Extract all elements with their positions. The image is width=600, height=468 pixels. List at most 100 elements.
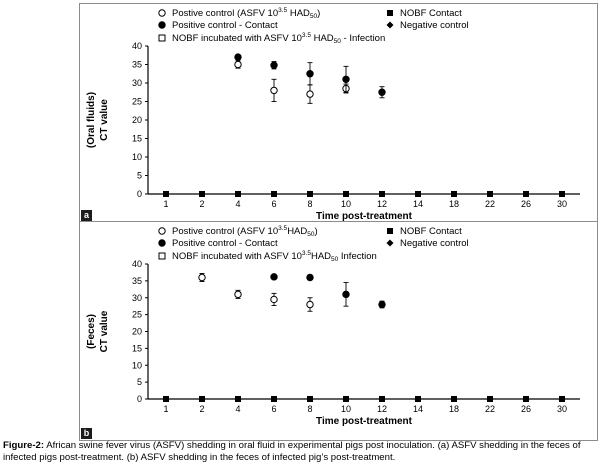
- legend-label: Positive control - Contact: [172, 20, 278, 31]
- legend-label: Negative control: [400, 238, 469, 249]
- x-axis-label: Time post-treatment: [316, 416, 413, 427]
- y-axis-label-line1: (Feces): [86, 314, 97, 349]
- x-tick-label: 26: [521, 404, 531, 414]
- y-tick-label: 5: [137, 377, 142, 387]
- y-tick-label: 25: [132, 97, 142, 107]
- x-tick-label: 30: [557, 404, 567, 414]
- legend-label: NOBF Contact: [400, 226, 462, 237]
- data-point: [523, 191, 529, 197]
- panel-label-a: a: [81, 210, 92, 221]
- data-point: [559, 396, 565, 402]
- x-tick-label: 4: [235, 199, 240, 209]
- x-tick-label: 14: [413, 199, 423, 209]
- figure-caption: Figure-2: African swine fever virus (ASF…: [3, 440, 597, 464]
- data-point: [306, 273, 314, 282]
- x-tick-label: 18: [449, 199, 459, 209]
- data-point: [199, 396, 205, 402]
- data-point: [270, 86, 278, 95]
- y-tick-label: 40: [132, 259, 142, 269]
- x-tick-label: 22: [485, 199, 495, 209]
- y-tick-label: 30: [132, 293, 142, 303]
- panel-label-b: b: [81, 428, 92, 439]
- x-tick-label: 10: [341, 404, 351, 414]
- data-point: [343, 396, 349, 402]
- legend-marker-diamond: [386, 239, 394, 247]
- x-tick-label: 26: [521, 199, 531, 209]
- data-point: [163, 396, 169, 402]
- x-tick-label: 12: [377, 404, 387, 414]
- y-tick-label: 35: [132, 60, 142, 70]
- data-point: [235, 191, 241, 197]
- data-point: [307, 396, 313, 402]
- legend-marker-open-square: [158, 252, 166, 260]
- data-point: [234, 290, 242, 299]
- y-tick-label: 0: [137, 189, 142, 199]
- data-point: [415, 396, 421, 402]
- data-point: [343, 191, 349, 197]
- x-tick-label: 18: [449, 404, 459, 414]
- data-point: [342, 290, 350, 299]
- y-tick-label: 0: [137, 394, 142, 404]
- data-point: [523, 396, 529, 402]
- x-tick-label: 2: [199, 199, 204, 209]
- y-tick-label: 40: [132, 41, 142, 51]
- data-point: [271, 191, 277, 197]
- y-axis-label-line2: CT value: [99, 310, 110, 352]
- data-point: [307, 191, 313, 197]
- data-point: [163, 191, 169, 197]
- data-point: [378, 88, 386, 96]
- y-tick-label: 20: [132, 115, 142, 125]
- chart-b-svg: Postive control (ASFV 103.5HAD50) NOBF Co…: [86, 225, 580, 427]
- y-tick-label: 35: [132, 276, 142, 286]
- legend-label: NOBF incubated with ASFV 103.5 HAD50 - I…: [172, 32, 385, 45]
- chart-panel-b: Postive control (ASFV 103.5HAD50) NOBF Co…: [79, 221, 598, 441]
- data-point: [559, 191, 565, 197]
- x-tick-label: 30: [557, 199, 567, 209]
- x-tick-label: 1: [163, 404, 168, 414]
- y-tick-label: 15: [132, 343, 142, 353]
- data-point: [270, 273, 278, 281]
- data-point: [234, 60, 242, 69]
- data-point: [487, 191, 493, 197]
- legend-marker-half-circle: [158, 21, 166, 29]
- x-tick-label: 6: [271, 199, 276, 209]
- data-point: [199, 191, 205, 197]
- caption-label: Figure-2:: [3, 440, 45, 451]
- data-point: [379, 191, 385, 197]
- chart-panel-a: Postive control (ASFV 103.5 HAD50) NOBF C…: [79, 3, 598, 223]
- x-tick-label: 14: [413, 404, 423, 414]
- data-point: [342, 75, 350, 84]
- y-tick-label: 20: [132, 327, 142, 337]
- x-tick-label: 2: [199, 404, 204, 414]
- y-tick-label: 5: [137, 171, 142, 181]
- data-point: [451, 396, 457, 402]
- data-point: [306, 70, 314, 78]
- x-tick-label: 8: [307, 199, 312, 209]
- x-tick-label: 12: [377, 199, 387, 209]
- legend-marker-open-square: [158, 34, 166, 42]
- data-point: [235, 396, 241, 402]
- legend-marker-open-circle: [158, 227, 166, 235]
- data-point: [487, 396, 493, 402]
- x-tick-label: 6: [271, 404, 276, 414]
- y-tick-label: 10: [132, 152, 142, 162]
- y-tick-label: 25: [132, 310, 142, 320]
- y-axis-label-line1: (Oral fluids): [86, 92, 97, 148]
- data-point: [451, 191, 457, 197]
- legend-label: NOBF incubated with ASFV 103.5HAD50 Infe…: [172, 250, 377, 263]
- legend-marker-half-circle: [158, 239, 166, 247]
- chart-a-svg: Postive control (ASFV 103.5 HAD50) NOBF C…: [86, 7, 580, 222]
- legend-label: Postive control (ASFV 103.5HAD50): [172, 225, 318, 238]
- data-point: [379, 396, 385, 402]
- y-tick-label: 15: [132, 134, 142, 144]
- x-tick-label: 1: [163, 199, 168, 209]
- x-tick-label: 22: [485, 404, 495, 414]
- legend-label: Positive control - Contact: [172, 238, 278, 249]
- data-point: [234, 53, 242, 61]
- legend-marker-square: [387, 228, 393, 234]
- x-axis-label: Time post-treatment: [316, 211, 413, 222]
- caption-text: African swine fever virus (ASFV) sheddin…: [3, 440, 581, 463]
- x-tick-label: 10: [341, 199, 351, 209]
- data-point: [271, 396, 277, 402]
- x-tick-label: 4: [235, 404, 240, 414]
